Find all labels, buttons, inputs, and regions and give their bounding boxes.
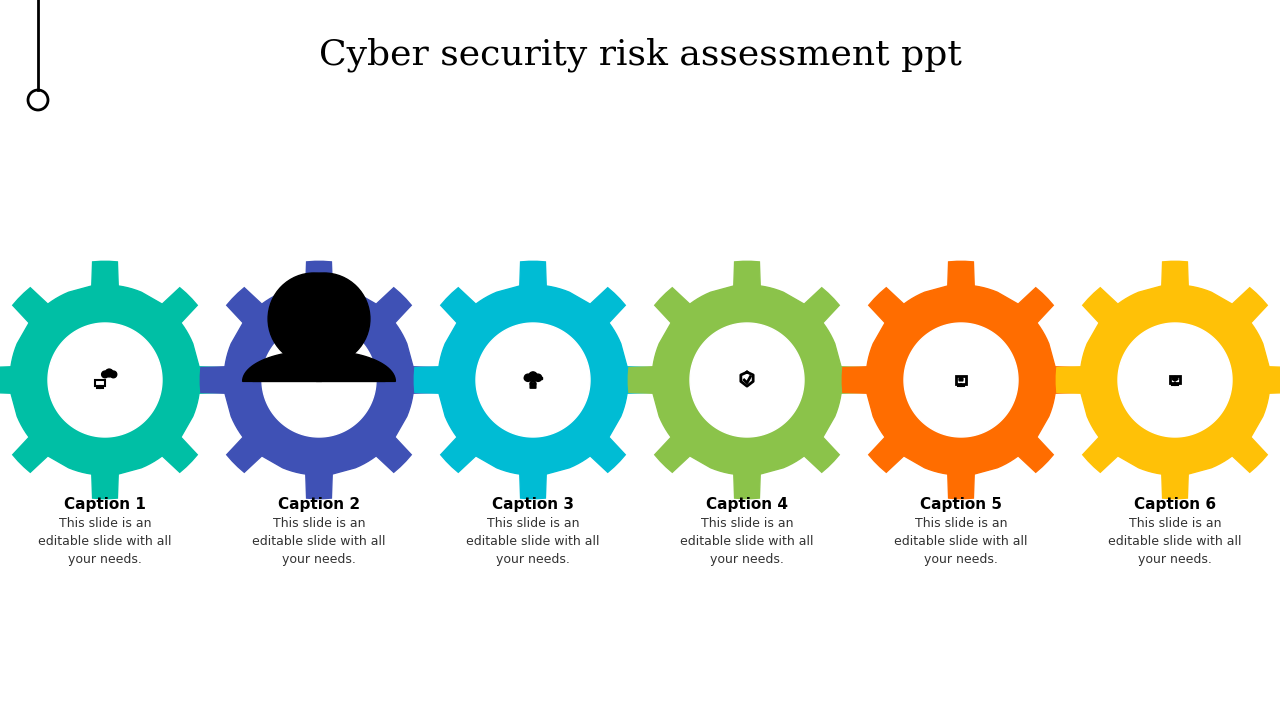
Polygon shape (252, 351, 396, 382)
Text: Caption 5: Caption 5 (920, 497, 1002, 512)
Polygon shape (415, 261, 652, 499)
Polygon shape (201, 261, 438, 499)
Polygon shape (690, 323, 804, 437)
Circle shape (278, 273, 370, 365)
Text: Caption 1: Caption 1 (64, 497, 146, 512)
Text: This slide is an
editable slide with all
your needs.: This slide is an editable slide with all… (1108, 517, 1242, 566)
Circle shape (535, 374, 541, 382)
Circle shape (525, 374, 531, 382)
Text: This slide is an
editable slide with all
your needs.: This slide is an editable slide with all… (466, 517, 600, 566)
Polygon shape (628, 261, 865, 499)
Polygon shape (476, 323, 590, 437)
Polygon shape (0, 261, 224, 499)
Polygon shape (842, 261, 1079, 499)
Circle shape (101, 371, 109, 378)
Polygon shape (1056, 261, 1280, 499)
Circle shape (268, 273, 360, 365)
FancyBboxPatch shape (530, 383, 535, 388)
Polygon shape (904, 323, 1018, 437)
Text: Caption 3: Caption 3 (492, 497, 573, 512)
Text: Caption 2: Caption 2 (278, 497, 360, 512)
Circle shape (110, 371, 116, 378)
Text: This slide is an
editable slide with all
your needs.: This slide is an editable slide with all… (252, 517, 385, 566)
Text: Caption 6: Caption 6 (1134, 497, 1216, 512)
Circle shape (529, 372, 538, 380)
Polygon shape (1172, 377, 1178, 381)
Circle shape (105, 369, 113, 377)
Polygon shape (262, 323, 376, 437)
Circle shape (317, 376, 321, 379)
Text: Caption 4: Caption 4 (707, 497, 788, 512)
Polygon shape (524, 377, 541, 379)
FancyBboxPatch shape (959, 378, 963, 381)
Polygon shape (49, 323, 163, 437)
Text: This slide is an
editable slide with all
your needs.: This slide is an editable slide with all… (38, 517, 172, 566)
Text: Cyber security risk assessment ppt: Cyber security risk assessment ppt (319, 37, 961, 72)
Polygon shape (1117, 323, 1231, 437)
Text: This slide is an
editable slide with all
your needs.: This slide is an editable slide with all… (895, 517, 1028, 566)
Polygon shape (316, 380, 321, 382)
Text: This slide is an
editable slide with all
your needs.: This slide is an editable slide with all… (680, 517, 814, 566)
Polygon shape (243, 351, 385, 382)
